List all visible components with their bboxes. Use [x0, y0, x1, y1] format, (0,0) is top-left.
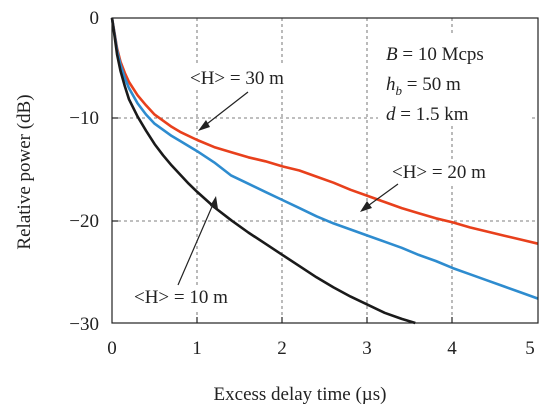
arrow-30m: [202, 91, 249, 128]
series-line-2: [110, 17, 416, 325]
series-label-30m: <H> = 30 m: [190, 68, 284, 89]
arrow-10m: [177, 201, 215, 286]
series-line-1: [110, 17, 539, 300]
tick-marks: [112, 117, 453, 323]
parameter-box-bg: [378, 34, 530, 126]
x-tick-label: 1: [192, 338, 202, 359]
series-layer: [110, 17, 539, 325]
x-tick-label: 3: [362, 338, 372, 359]
arrowhead-30m: [198, 120, 210, 131]
y-tick-label: −20: [69, 211, 99, 232]
series-line-0: [110, 17, 539, 245]
y-tick-label: 0: [90, 8, 100, 29]
x-tick-label: 4: [447, 338, 457, 359]
arrowhead-20m: [360, 201, 372, 212]
label-20-bg: [390, 160, 524, 184]
param-distance: d = 1.5 km: [386, 104, 469, 125]
x-tick-label: 2: [277, 338, 287, 359]
y-axis-title: Relative power (dB): [14, 94, 35, 249]
arrowhead-10m: [210, 196, 218, 209]
series-label-20m: <H> = 20 m: [392, 162, 486, 183]
arrow-20m: [364, 183, 399, 209]
annotation-arrows: [177, 91, 399, 286]
x-tick-label: 5: [525, 338, 535, 359]
label-30-bg: [188, 66, 320, 90]
x-tick-label: 0: [107, 338, 117, 359]
y-tick-label: −10: [69, 108, 99, 129]
parameter-box: B = 10 Mcps hb = 50 m d = 1.5 km: [378, 34, 530, 126]
x-axis-title: Excess delay time (µs): [214, 384, 387, 405]
param-bandwidth: B = 10 Mcps: [386, 44, 484, 65]
y-tick-label: −30: [69, 314, 99, 335]
param-antenna-height: hb = 50 m: [386, 74, 461, 98]
series-label-10m: <H> = 10 m: [134, 287, 228, 308]
label-10-bg: [132, 286, 266, 310]
plot-frame: [111, 17, 539, 324]
